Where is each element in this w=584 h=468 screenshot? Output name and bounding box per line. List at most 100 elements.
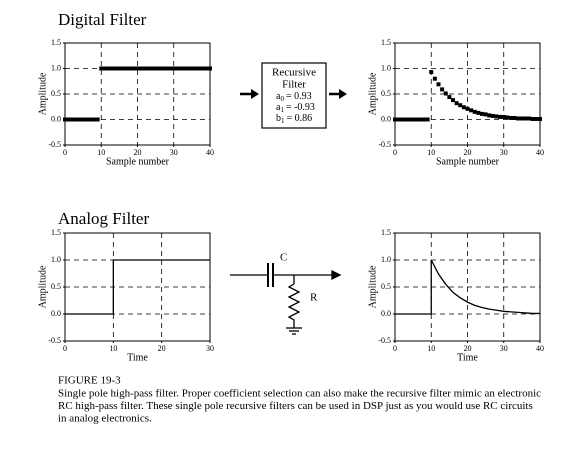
- signal-line: [395, 259, 540, 315]
- coefficient: a1 = -0.93: [276, 102, 315, 113]
- coefficient-subscript: 1: [281, 117, 285, 125]
- sample-point: [519, 116, 524, 121]
- sample-point: [208, 66, 212, 71]
- sample-point: [494, 114, 499, 119]
- arrow-head: [339, 89, 347, 99]
- y-tick-label: 0.5: [381, 89, 391, 98]
- sample-point: [171, 66, 176, 71]
- sample-point: [200, 66, 205, 71]
- plot-frame: [394, 42, 541, 146]
- sample-point: [182, 66, 187, 71]
- sample-point: [472, 109, 477, 114]
- y-axis-label: Amplitude: [367, 265, 378, 308]
- filter-frame: [261, 62, 327, 129]
- y-tick-label: 1.5: [381, 38, 391, 47]
- y-tick-label: 1.0: [381, 255, 391, 264]
- x-tick-label: 30: [500, 344, 508, 353]
- x-tick-label: 10: [97, 148, 105, 157]
- sample-point: [135, 66, 140, 71]
- y-tick-label: 0.5: [51, 282, 61, 291]
- sample-point: [92, 117, 96, 122]
- x-tick-label: 20: [158, 344, 166, 353]
- y-tick-label: 1.5: [381, 228, 391, 237]
- coefficient-text: = 0.86: [287, 113, 313, 124]
- sample-point: [142, 66, 147, 71]
- sample-point: [422, 117, 426, 122]
- sample-point: [99, 66, 104, 71]
- sample-point: [512, 115, 517, 120]
- chart: -0.5 0.0 0.5 1.0 1.5 0 10 20 30 40 Sample number Am…: [37, 38, 214, 167]
- x-tick-label: 10: [109, 344, 117, 353]
- circuit: [230, 263, 342, 335]
- sample-point: [106, 66, 111, 71]
- filter-box: Recursive Filter: [261, 62, 327, 129]
- sample-point: [538, 116, 542, 121]
- y-tick-label: 1.5: [51, 228, 61, 237]
- caption-line: Single pole high-pass filter. Proper coe…: [58, 388, 541, 400]
- sample-point: [465, 106, 470, 111]
- sample-point: [501, 114, 506, 119]
- arrow-head: [251, 89, 259, 99]
- sample-point: [403, 117, 408, 122]
- sample-point: [461, 105, 466, 110]
- sample-point: [128, 66, 133, 71]
- y-tick-label: 1.0: [51, 255, 61, 264]
- x-tick-label: 30: [206, 344, 214, 353]
- y-tick-label: -0.5: [378, 140, 391, 149]
- x-axis-label: Time: [127, 352, 148, 363]
- coefficient-subscript: 1: [280, 106, 284, 114]
- sample-point: [70, 117, 75, 122]
- caption-line: in analog electronics.: [58, 413, 152, 425]
- sample-point: [164, 66, 169, 71]
- caption-title: FIGURE 19-3: [58, 375, 121, 387]
- y-tick-label: 0.0: [381, 309, 391, 318]
- sample-point: [407, 117, 412, 122]
- coefficient-subscript: 0: [280, 95, 284, 103]
- coefficient-symbol: b: [276, 113, 281, 124]
- sample-point: [418, 117, 423, 122]
- chart: -0.5 0.0 0.5 1.0 1.5 0 10 20 30 40 Time Amplitude: [367, 228, 544, 363]
- x-tick-label: 20: [464, 344, 472, 353]
- sample-point: [509, 115, 513, 120]
- sample-point: [505, 115, 510, 120]
- y-axis-label: Amplitude: [37, 265, 48, 308]
- x-tick-label: 0: [393, 148, 397, 157]
- sample-point: [534, 116, 539, 121]
- sample-point: [81, 117, 86, 122]
- y-tick-label: 0.0: [51, 114, 61, 123]
- x-tick-label: 20: [134, 148, 142, 157]
- y-tick-label: 0.5: [51, 89, 61, 98]
- sample-point: [516, 116, 521, 121]
- sample-point: [179, 66, 183, 71]
- sample-point: [95, 117, 100, 122]
- chart: -0.5 0.0 0.5 1.0 1.5 0 10 20 30 40 Sample number Am…: [367, 38, 544, 167]
- sample-point: [197, 66, 202, 71]
- x-tick-label: 40: [536, 148, 544, 157]
- resistor: [287, 283, 301, 328]
- filter-label: Filter: [282, 79, 306, 91]
- sample-point: [447, 95, 452, 100]
- sample-point: [530, 116, 535, 121]
- y-tick-label: 1.5: [51, 38, 61, 47]
- sample-point: [400, 117, 405, 122]
- sample-point: [411, 117, 416, 122]
- sample-point: [157, 66, 162, 71]
- sample-point: [139, 66, 144, 71]
- plot-frame: [394, 232, 541, 342]
- sample-point: [429, 70, 434, 75]
- sample-point: [425, 117, 430, 122]
- sample-point: [396, 117, 401, 122]
- plot-frame: [64, 42, 211, 146]
- caption-line: RC high-pass filter. These single pole r…: [58, 400, 533, 412]
- y-tick-label: 1.0: [51, 63, 61, 72]
- x-axis-label: Sample number: [106, 156, 170, 167]
- y-tick-label: 1.0: [381, 63, 391, 72]
- sample-point: [204, 66, 209, 71]
- sample-point: [168, 66, 173, 71]
- sample-point: [117, 66, 122, 71]
- sample-point: [480, 111, 484, 116]
- sample-point: [113, 66, 118, 71]
- arrows: [240, 89, 347, 99]
